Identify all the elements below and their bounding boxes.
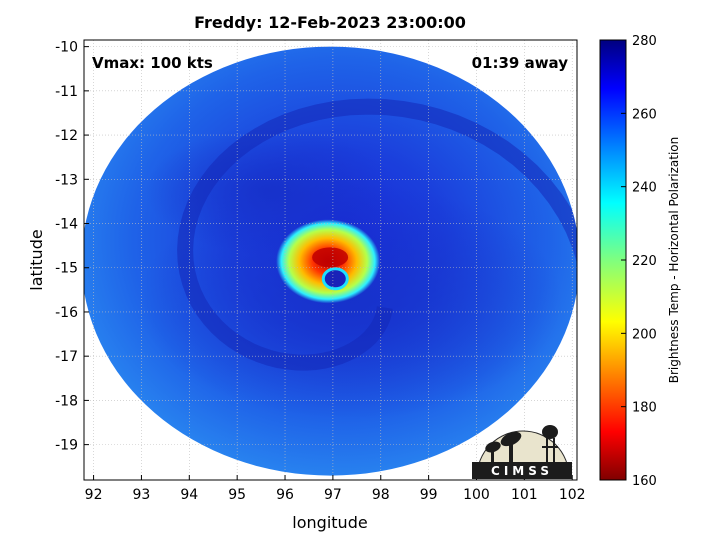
colorbar-tick-label: 160 xyxy=(632,474,657,489)
water-tower-icon xyxy=(542,425,558,462)
logo-banner xyxy=(472,462,572,479)
y-tick-label: -19 xyxy=(55,438,78,454)
y-tick-label: -17 xyxy=(55,349,78,365)
colorbar-tick-label: 240 xyxy=(632,181,657,196)
microwave-swath xyxy=(84,46,577,476)
y-axis: -10 -11 -12 -13 -14 -15 -16 -17 -18 -19 xyxy=(55,40,89,454)
gridlines xyxy=(84,40,577,480)
vmax-annotation: Vmax: 100 kts xyxy=(92,54,213,72)
x-tick-label: 98 xyxy=(372,487,390,503)
x-axis: 92 93 94 95 96 97 98 99 100 101 102 xyxy=(85,475,586,503)
y-tick-label: -14 xyxy=(55,217,78,233)
y-tick-label: -18 xyxy=(55,393,78,409)
colorbar-ticks: 160 180 200 220 240 260 280 xyxy=(621,34,657,489)
colorbar-tick-label: 280 xyxy=(632,34,657,49)
plot-area xyxy=(83,39,578,481)
y-tick-label: -12 xyxy=(55,128,78,144)
colorbar-label: Brightness Temp - Horizontal Polarizatio… xyxy=(667,137,681,384)
chart-title: Freddy: 12-Feb-2023 23:00:00 xyxy=(194,13,466,32)
y-tick-label: -10 xyxy=(55,40,78,56)
y-tick-label: -15 xyxy=(55,261,78,277)
x-tick-label: 100 xyxy=(463,487,490,503)
colorbar-tick-label: 200 xyxy=(632,327,657,342)
coldest-convection xyxy=(312,247,349,268)
x-tick-label: 92 xyxy=(85,487,103,503)
plot-frame xyxy=(83,39,578,481)
y-tick-label: -16 xyxy=(55,305,78,321)
x-tick-label: 95 xyxy=(228,487,246,503)
logo-text: CIMSS xyxy=(491,464,553,478)
x-tick-label: 93 xyxy=(133,487,151,503)
satellite-dish-icon xyxy=(485,431,522,462)
colorbar: 160 180 200 220 240 260 280 Brightness Temp - … xyxy=(599,34,681,489)
spiral-rainband xyxy=(84,46,577,476)
cimss-logo: CIMSS xyxy=(472,425,572,479)
x-tick-label: 97 xyxy=(324,487,342,503)
x-tick-label: 101 xyxy=(511,487,538,503)
x-tick-label: 96 xyxy=(276,487,294,503)
time-away-annotation: 01:39 away xyxy=(472,54,569,72)
x-axis-label: longitude xyxy=(292,513,367,532)
colorbar-tick-label: 180 xyxy=(632,401,657,416)
x-tick-label: 102 xyxy=(559,487,586,503)
x-tick-label: 94 xyxy=(180,487,198,503)
y-axis-label: latitude xyxy=(27,229,46,290)
y-tick-label: -11 xyxy=(55,84,78,100)
y-tick-label: -13 xyxy=(55,172,78,188)
storm-eye xyxy=(321,267,349,291)
colorbar-tick-label: 220 xyxy=(632,254,657,269)
x-tick-label: 99 xyxy=(420,487,438,503)
colorbar-tick-label: 260 xyxy=(632,107,657,122)
